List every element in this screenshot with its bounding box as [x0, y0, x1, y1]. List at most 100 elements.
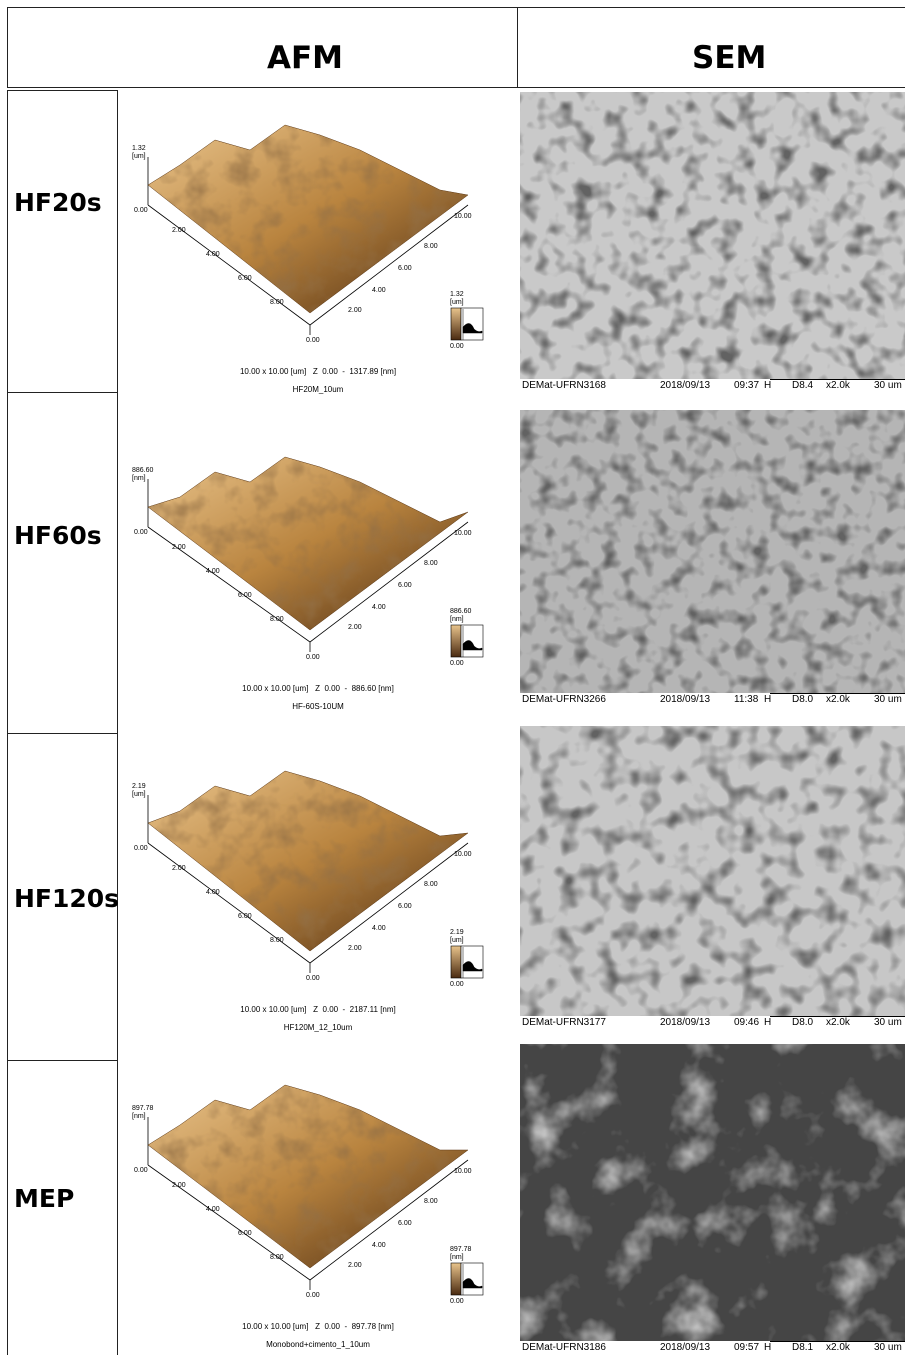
afm-panel-hf60s: 886.60 [nm] 0.00 2.00 4.00 6.00 8.00 2.00 4.00 6.…	[120, 412, 516, 712]
afm-color-scale-unit: [um]	[450, 937, 464, 944]
table-border-top	[7, 7, 905, 8]
afm-z-unit: [um]	[132, 153, 146, 161]
afm-color-scale-max: 897.78	[450, 1246, 471, 1253]
sem-working-distance: D8.0	[792, 694, 813, 705]
afm-z-max-label: 1.32 [um]	[132, 145, 146, 161]
afm-z-max-value: 897.78	[132, 1105, 153, 1113]
afm-color-scale-bar	[450, 945, 486, 981]
row-label-mep: MEP	[14, 1184, 74, 1213]
afm-axis-right-tick: 8.00	[424, 1198, 438, 1205]
afm-scan-info: 10.00 x 10.00 [um] Z 0.00 - 886.60 [nm]	[120, 684, 516, 693]
sem-date: 2018/09/13	[660, 1342, 710, 1353]
afm-axis-right-tick: 10.00	[454, 530, 472, 537]
afm-axis-origin: 0.00	[306, 1292, 320, 1299]
afm-z-max-value: 886.60	[132, 467, 153, 475]
afm-color-scale-min: 0.00	[450, 981, 464, 988]
label-col-right	[117, 90, 118, 1355]
afm-axis-right-tick: 2.00	[348, 1262, 362, 1269]
sem-scale-bar	[770, 379, 905, 380]
sem-sample-id: DEMat-UFRN3177	[522, 1017, 606, 1028]
afm-panel-hf120s: 2.19 [um] 0.00 2.00 4.00 6.00 8.00 2.00 4.00 6.00…	[120, 733, 516, 1033]
sem-working-distance: D8.4	[792, 380, 813, 391]
sem-info-bar: DEMat-UFRN3177 2018/09/13 09:46 H D8.0 x2.0k 3…	[520, 1016, 905, 1030]
afm-axis-left-tick: 2.00	[172, 227, 186, 234]
sem-scale-label: 30 um	[874, 694, 902, 705]
afm-scan-info: 10.00 x 10.00 [um] Z 0.00 - 2187.11 [nm]	[120, 1005, 516, 1014]
afm-axis-right-tick: 4.00	[372, 925, 386, 932]
sem-time: 09:57	[734, 1342, 759, 1353]
sem-scale-bar	[770, 1341, 905, 1342]
afm-axis-right-tick: 4.00	[372, 604, 386, 611]
afm-axis-left-tick: 8.00	[270, 937, 284, 944]
sem-scale-label: 30 um	[874, 1342, 902, 1353]
afm-panel-hf20s: 1.32 [um] 0.00 2.00 4.00 6.00 8.00 2.00 4.00 6.00…	[120, 95, 516, 395]
afm-color-scale-min: 0.00	[450, 660, 464, 667]
sem-panel-hf60s: DEMat-UFRN3266 2018/09/13 11:38 H D8.0 x2.0k 3…	[520, 410, 905, 707]
afm-z-unit: [um]	[132, 791, 146, 799]
afm-axis-left-tick: 6.00	[238, 275, 252, 282]
afm-axis-right-tick: 6.00	[398, 1220, 412, 1227]
sem-scale-bar	[770, 1016, 905, 1017]
afm-axis-left-tick: 4.00	[206, 1206, 220, 1213]
sem-date: 2018/09/13	[660, 1017, 710, 1028]
afm-z-max-value: 1.32	[132, 145, 146, 153]
afm-color-scale-bar	[450, 1262, 486, 1298]
sem-micrograph	[520, 92, 905, 379]
sem-micrograph	[520, 410, 905, 693]
table-border-left	[7, 7, 8, 87]
afm-axis-origin: 0.00	[306, 337, 320, 344]
afm-color-scale: 886.60 [nm] 0.00	[450, 608, 486, 668]
afm-axis-right-tick: 10.00	[454, 851, 472, 858]
afm-axis-right-tick: 10.00	[454, 1168, 472, 1175]
sem-time: 09:37	[734, 380, 759, 391]
afm-file-name: HF20M_10um	[120, 385, 516, 394]
label-col-left	[7, 90, 8, 1355]
afm-axis-left-tick: 2.00	[172, 1182, 186, 1189]
sem-micrograph	[520, 726, 905, 1016]
afm-axis-right-tick: 8.00	[424, 560, 438, 567]
afm-z-unit: [nm]	[132, 475, 153, 483]
afm-z-min-label: 0.00	[134, 529, 148, 536]
sem-date: 2018/09/13	[660, 380, 710, 391]
afm-file-name: HF-60S-10UM	[120, 702, 516, 711]
sem-magnification: x2.0k	[826, 1342, 850, 1353]
afm-color-scale-max: 886.60	[450, 608, 471, 615]
afm-z-max-label: 886.60 [nm]	[132, 467, 153, 483]
afm-axis-left-tick: 8.00	[270, 616, 284, 623]
sem-mode: H	[764, 1342, 771, 1353]
afm-color-scale-max: 2.19	[450, 929, 464, 936]
sem-magnification: x2.0k	[826, 694, 850, 705]
afm-axis-right-tick: 10.00	[454, 213, 472, 220]
afm-color-scale: 897.78 [nm] 0.00	[450, 1246, 486, 1306]
label-row-top	[7, 90, 118, 91]
afm-axis-left-tick: 4.00	[206, 251, 220, 258]
afm-color-scale-min: 0.00	[450, 1298, 464, 1305]
sem-magnification: x2.0k	[826, 1017, 850, 1028]
label-row-div-1	[7, 392, 118, 393]
sem-working-distance: D8.1	[792, 1342, 813, 1353]
sem-info-bar: DEMat-UFRN3186 2018/09/13 09:57 H D8.1 x2.0k 3…	[520, 1341, 905, 1355]
afm-color-scale-bar	[450, 624, 486, 660]
sem-panel-mep: DEMat-UFRN3186 2018/09/13 09:57 H D8.1 x2.0k 3…	[520, 1044, 905, 1355]
afm-axis-left-tick: 2.00	[172, 544, 186, 551]
afm-z-min-label: 0.00	[134, 207, 148, 214]
afm-color-scale-unit: [um]	[450, 299, 464, 306]
afm-scan-info: 10.00 x 10.00 [um] Z 0.00 - 1317.89 [nm]	[120, 367, 516, 376]
afm-color-scale-unit: [nm]	[450, 1254, 464, 1261]
afm-axis-left-tick: 4.00	[206, 889, 220, 896]
sem-scale-label: 30 um	[874, 380, 902, 391]
sem-info-bar: DEMat-UFRN3266 2018/09/13 11:38 H D8.0 x2.0k 3…	[520, 693, 905, 707]
sem-time: 09:46	[734, 1017, 759, 1028]
afm-z-max-value: 2.19	[132, 783, 146, 791]
sem-scale-label: 30 um	[874, 1017, 902, 1028]
afm-axis-left-tick: 6.00	[238, 913, 252, 920]
afm-axis-right-tick: 6.00	[398, 582, 412, 589]
afm-color-scale: 1.32 [um] 0.00	[450, 291, 486, 351]
sem-date: 2018/09/13	[660, 694, 710, 705]
label-row-div-3	[7, 1060, 118, 1061]
afm-z-unit: [nm]	[132, 1113, 153, 1121]
sem-working-distance: D8.0	[792, 1017, 813, 1028]
afm-axis-left-tick: 8.00	[270, 1254, 284, 1261]
sem-sample-id: DEMat-UFRN3168	[522, 380, 606, 391]
